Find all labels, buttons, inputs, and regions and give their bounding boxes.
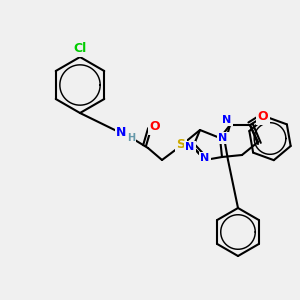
Text: Cl: Cl	[74, 43, 87, 56]
Text: N: N	[116, 125, 126, 139]
Text: O: O	[258, 110, 268, 124]
Text: O: O	[150, 121, 160, 134]
Text: N: N	[218, 133, 228, 143]
Text: N: N	[185, 142, 195, 152]
Text: N: N	[200, 153, 210, 163]
Text: N: N	[222, 115, 232, 125]
Text: S: S	[176, 139, 185, 152]
Text: H: H	[127, 133, 135, 143]
